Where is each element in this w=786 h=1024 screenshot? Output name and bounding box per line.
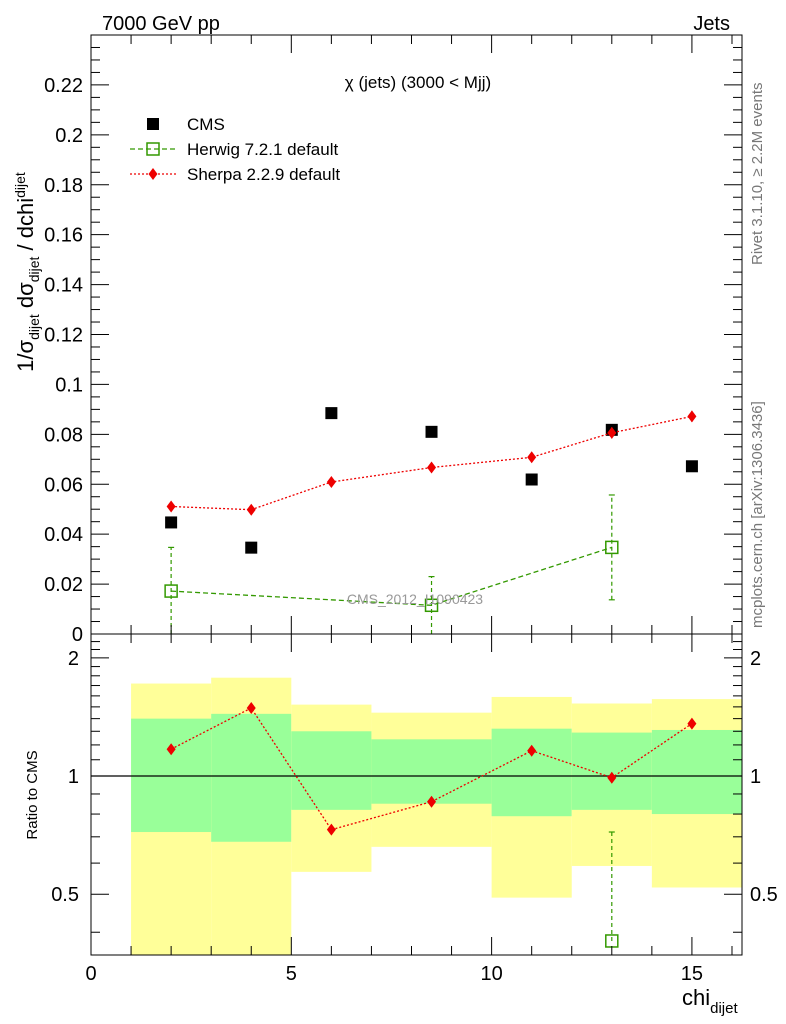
- ratio-y-tick-label-right: 1: [750, 766, 761, 788]
- x-tick-label: 15: [681, 963, 703, 985]
- herwig-7-2-1-default-point: [424, 598, 439, 613]
- herwig-7-2-1-default-point: [164, 584, 178, 598]
- watermark: CMS_2012_I1090423: [347, 591, 483, 607]
- sherpa-2-2-9-default-point: [326, 476, 336, 489]
- ylabel-sub-c: dijet: [12, 172, 28, 198]
- main-title: χ (jets) (3000 < Mjj): [345, 73, 491, 92]
- y-tick-label: 0.12: [44, 325, 83, 347]
- ratio-y-tick-label-right: 0.5: [750, 884, 778, 906]
- y-tick-label: 0.08: [44, 424, 83, 446]
- legend-marker: [148, 168, 158, 180]
- cms-point: [245, 541, 258, 554]
- legend-marker: [146, 142, 160, 156]
- sherpa-2-2-9-default-point: [687, 410, 697, 423]
- y-tick-label: 0.18: [44, 175, 83, 197]
- y-tick-label: 0.22: [44, 75, 83, 97]
- y-tick-label: 0.16: [44, 225, 83, 247]
- legend: CMS Herwig 7.2.1 default Sherpa 2.2.9 defa…: [130, 115, 340, 184]
- ylabel-part-a: 1/σ: [13, 339, 38, 371]
- inner-uncertainty-band: [131, 718, 212, 833]
- inner-uncertainty-band: [211, 713, 292, 842]
- y-tick-label: 0.1: [55, 374, 83, 396]
- ylabel-part-c: / dchi: [13, 198, 38, 257]
- legend-entry: Herwig 7.2.1 default: [187, 140, 338, 159]
- x-tick-label: 0: [85, 963, 96, 985]
- ylabel-part-b: dσ: [13, 282, 38, 314]
- cms-point: [165, 516, 178, 529]
- x-axis-label: chidijet: [682, 985, 738, 1017]
- mcplots-label: mcplots.cern.ch [arXiv:1306.3436]: [749, 401, 766, 628]
- y-tick-label: 0.2: [55, 125, 83, 147]
- x-tick-label: 5: [286, 963, 297, 985]
- y-tick-label: 0.06: [44, 474, 83, 496]
- sherpa-2-2-9-default-point: [427, 461, 437, 474]
- ratio-panel: 0.5 0.5 1 1 2 2 0 5 10 15 Ratio to CMS chidijet: [24, 633, 778, 1017]
- x-tick-label: 10: [480, 963, 502, 985]
- inner-uncertainty-band: [491, 728, 572, 817]
- inner-uncertainty-band: [651, 729, 742, 815]
- sherpa-2-2-9-default-point: [607, 426, 617, 439]
- sherpa-2-2-9-default-ratio-point: [687, 717, 697, 730]
- ratio-y-tick-label-right: 2: [750, 648, 761, 670]
- category-label: Jets: [693, 13, 730, 35]
- ylabel-sub-b: dijet: [26, 256, 42, 282]
- y-tick-label: 0.14: [44, 275, 83, 297]
- xlabel-main: chi: [682, 985, 710, 1010]
- energy-label: 7000 GeV pp: [102, 13, 220, 35]
- ratio-y-tick-label: 0.5: [51, 884, 79, 906]
- ratio-axis-label: Ratio to CMS: [24, 750, 41, 839]
- y-tick-label: 0.04: [44, 524, 83, 546]
- legend-marker: [147, 118, 159, 130]
- sherpa-2-2-9-default-ratio-point: [246, 702, 256, 715]
- ylabel-sub-a: dijet: [26, 314, 42, 340]
- sherpa-2-2-9-default-point: [246, 503, 256, 516]
- inner-uncertainty-band: [571, 732, 652, 810]
- inner-uncertainty-band: [371, 739, 492, 804]
- sherpa-2-2-9-default-point: [527, 451, 537, 464]
- y-axis-label: 1/σdijet dσdijet / dchidijet: [12, 172, 42, 372]
- sherpa-2-2-9-default-ratio-point: [326, 823, 336, 836]
- inner-uncertainty-band: [291, 731, 372, 810]
- cms-point: [325, 407, 338, 420]
- sherpa-2-2-9-default-ratio-point: [427, 795, 437, 808]
- y-tick-label: 0: [72, 624, 83, 646]
- main-panel: 0 0.02 0.04 0.06 0.08 0.1 0.12 0.14 0.16 0.18 0.2 0…: [12, 34, 743, 646]
- xlabel-sub: dijet: [710, 1000, 738, 1017]
- legend-entry: CMS: [187, 115, 225, 134]
- cms-point: [425, 425, 438, 438]
- ratio-y-tick-label: 2: [68, 648, 79, 670]
- sherpa-2-2-9-default-ratio-point: [166, 743, 176, 756]
- ratio-frame: [90, 633, 743, 956]
- cms-point: [685, 460, 698, 473]
- legend-entry: Sherpa 2.2.9 default: [187, 165, 340, 184]
- ratio-y-tick-label: 1: [68, 766, 79, 788]
- rivet-label: Rivet 3.1.10, ≥ 2.2M events: [749, 83, 766, 266]
- sherpa-2-2-9-default-ratio-point: [527, 744, 537, 757]
- cms-point: [525, 473, 538, 486]
- y-tick-label: 0.02: [44, 574, 83, 596]
- herwig-7-2-1-default-point: [605, 540, 619, 555]
- sherpa-2-2-9-default-ratio-point: [607, 771, 617, 784]
- sherpa-2-2-9-default-point: [166, 500, 176, 513]
